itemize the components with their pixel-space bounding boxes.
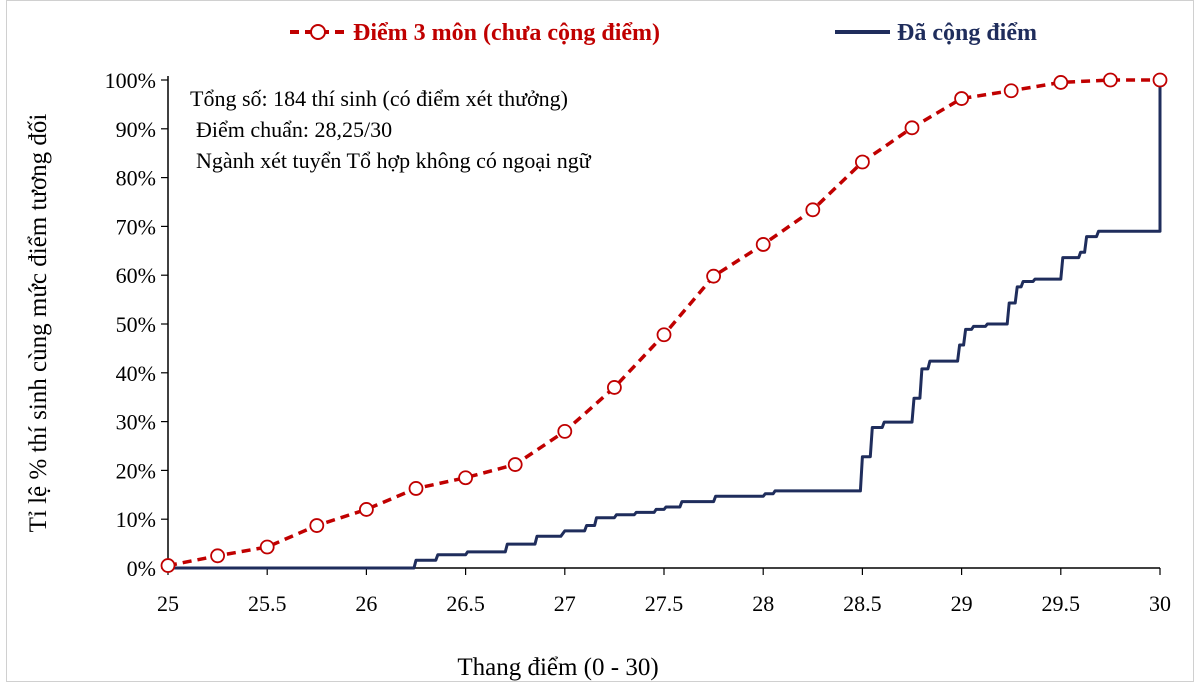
x-axis-title: Thang điểm (0 - 30) [457,654,658,681]
annotation-line-2: Điểm chuẩn: 28,25/30 [196,117,392,142]
y-tick-label: 90% [116,117,156,142]
y-axis-title: Tỉ lệ % thí sinh cùng mức điểm tương đối [25,114,52,533]
series-point-diem-3-mon [557,423,573,439]
y-tick-label: 30% [116,410,156,435]
y-tick-label: 80% [116,166,156,191]
series-point-diem-3-mon [855,154,870,170]
x-tick-label: 29.5 [1042,591,1081,616]
series-point-diem-3-mon [358,502,374,517]
series-point-diem-3-mon [706,268,721,284]
series-point-diem-3-mon [210,548,226,564]
axis-layer: 0% 10% 20% 30% 40% 50% 60% 70% 80% 90% 100% 25 25.5 2… [105,68,1171,616]
x-tick-label: 25.5 [248,591,287,616]
x-tick-label: 30 [1149,591,1171,616]
annotation-line-3: Ngành xét tuyển Tổ hợp không có ngoại ng… [196,148,592,173]
series-point-diem-3-mon [160,558,176,573]
legend-label-series-2: Đã cộng điểm [897,20,1037,46]
annotation-box: Tổng số: 184 thí sinh (có điểm xét thưởn… [190,86,592,173]
y-tick-label: 40% [116,361,156,386]
series-point-diem-3-mon [408,481,424,496]
series-point-diem-3-mon [954,91,969,106]
series-point-diem-3-mon [309,518,325,533]
annotation-line-1: Tổng số: 184 thí sinh (có điểm xét thưởn… [190,86,568,111]
legend-marker-series-1 [310,24,326,40]
legend: Điểm 3 môn (chưa cộng điểm) Đã cộng điểm [290,20,1037,46]
x-tick-label: 26 [355,591,377,616]
x-tick-label: 28 [752,591,774,616]
legend-label-series-1: Điểm 3 môn (chưa cộng điểm) [353,20,660,46]
x-tick-label: 25 [157,591,179,616]
series-point-diem-3-mon [805,202,821,218]
series-point-diem-3-mon [1053,75,1069,90]
series-point-diem-3-mon [1003,83,1019,99]
series-point-diem-3-mon [755,237,771,252]
y-tick-label: 0% [127,556,156,581]
series-layer [160,72,1168,573]
series-point-diem-3-mon [904,120,920,136]
x-tick-label: 26.5 [446,591,485,616]
series-line-da-cong-diem [168,80,1162,570]
y-tick-label: 60% [116,263,156,288]
y-tick-label: 100% [105,68,156,93]
y-tick-label: 10% [116,507,156,532]
series-point-diem-3-mon [1152,72,1168,88]
y-tick-label: 70% [116,214,156,239]
x-tick-label: 27.5 [645,591,684,616]
y-tick-label: 50% [116,312,156,337]
series-point-diem-3-mon [507,457,523,472]
series-point-diem-3-mon [607,380,622,395]
y-tick-label: 20% [116,458,156,483]
series-point-diem-3-mon [656,327,672,343]
series-point-diem-3-mon [458,470,474,486]
x-tick-label: 28.5 [843,591,882,616]
x-tick-label: 29 [951,591,973,616]
series-point-diem-3-mon [259,539,275,555]
series-point-diem-3-mon [1103,72,1118,88]
x-tick-label: 27 [554,591,576,616]
